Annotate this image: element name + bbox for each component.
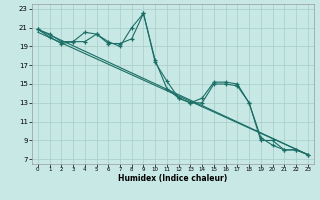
X-axis label: Humidex (Indice chaleur): Humidex (Indice chaleur) [118,174,228,183]
